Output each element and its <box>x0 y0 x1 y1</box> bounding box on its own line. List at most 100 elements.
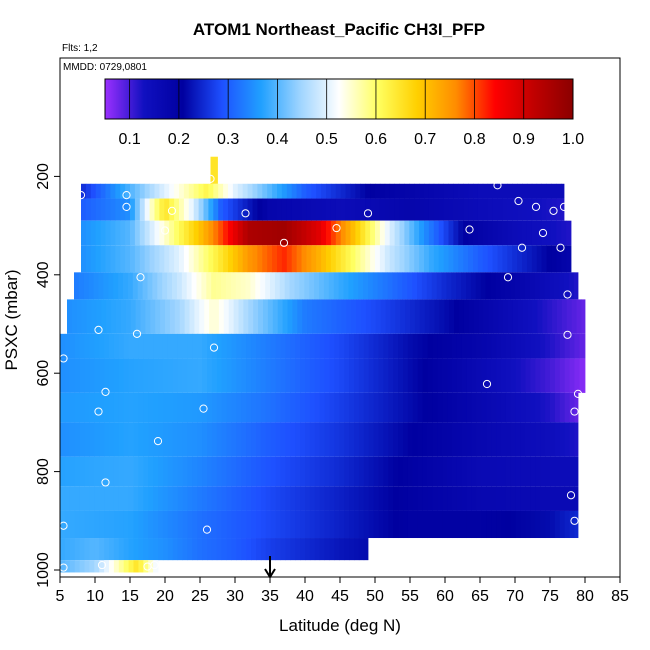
heatmap-cell <box>216 486 223 511</box>
heatmap-cell <box>280 422 286 457</box>
heatmap-cell <box>345 220 351 246</box>
heatmap-cell <box>162 422 169 457</box>
heatmap-cell <box>134 198 141 221</box>
heatmap-cell <box>535 456 541 487</box>
heatmap-cell <box>363 422 370 457</box>
heatmap-cell <box>414 299 421 334</box>
heatmap-cell <box>564 272 570 300</box>
heatmap-cell <box>270 392 276 423</box>
heatmap-cell <box>378 486 384 511</box>
heatmap-cell <box>316 183 322 199</box>
heatmap-cell <box>153 486 159 511</box>
heatmap-cell <box>300 456 306 487</box>
heatmap-cell <box>145 299 151 334</box>
heatmap-cell <box>417 333 423 359</box>
heatmap-cell <box>561 299 568 334</box>
heatmap-cell <box>94 510 100 539</box>
heatmap-cell <box>84 560 90 573</box>
heatmap-cell <box>301 198 307 221</box>
heatmap-cell <box>439 299 445 334</box>
heatmap-cell <box>93 272 99 300</box>
heatmap-cell <box>103 272 109 300</box>
heatmap-cell <box>235 272 241 300</box>
heatmap-cell <box>260 422 267 457</box>
heatmap-cell <box>409 220 415 246</box>
heatmap-cell <box>192 456 198 487</box>
heatmap-cell <box>530 456 536 487</box>
heatmap-cell <box>363 456 370 487</box>
heatmap-cell <box>373 510 379 539</box>
heatmap-cell <box>94 422 100 457</box>
heatmap-cell <box>486 392 492 423</box>
heatmap-cell <box>510 358 517 393</box>
heatmap-cell <box>253 299 259 334</box>
heatmap-cell <box>270 538 276 561</box>
heatmap-cell <box>470 272 477 300</box>
heatmap-cell <box>407 486 414 511</box>
heatmap-cell <box>286 198 293 221</box>
heatmap-cell <box>355 198 361 221</box>
heatmap-cell <box>265 422 272 457</box>
heatmap-cell <box>104 538 110 561</box>
heatmap-cell <box>94 392 100 423</box>
heatmap-cell <box>541 220 547 246</box>
heatmap-cell <box>399 245 405 273</box>
heatmap-cell <box>99 456 105 487</box>
heatmap-cell <box>277 299 283 334</box>
heatmap-cell <box>375 299 381 334</box>
heatmap-cell <box>407 272 413 300</box>
heatmap-cell <box>505 486 512 511</box>
heatmap-cell <box>158 392 164 423</box>
heatmap-cell <box>262 245 268 273</box>
heatmap-cell <box>100 245 106 273</box>
heatmap-cell <box>314 538 321 561</box>
x-tick-label: 85 <box>611 588 629 605</box>
heatmap-cell <box>545 392 551 423</box>
heatmap-cell <box>159 198 165 221</box>
heatmap-cell <box>512 299 519 334</box>
heatmap-cell <box>329 358 335 393</box>
heatmap-cell <box>250 272 256 300</box>
heatmap-cell <box>255 272 261 300</box>
heatmap-cell <box>295 486 301 511</box>
heatmap-cell <box>442 392 448 423</box>
heatmap-cell <box>237 245 244 273</box>
heatmap-cell <box>300 358 306 393</box>
heatmap-cell <box>559 272 565 300</box>
heatmap-cell <box>324 538 330 561</box>
heatmap-cell <box>172 510 178 539</box>
heatmap-cell <box>482 245 489 273</box>
sample-point <box>549 206 558 215</box>
heatmap-cell <box>300 392 306 423</box>
heatmap-cell <box>541 245 547 273</box>
heatmap-cell <box>319 422 325 457</box>
heatmap-cell <box>501 510 507 539</box>
heatmap-cell <box>60 538 66 561</box>
heatmap-cell <box>502 220 508 246</box>
heatmap-cell <box>393 422 399 457</box>
heatmap-cell <box>202 510 208 539</box>
heatmap-cell <box>556 183 562 199</box>
heatmap-cell <box>76 299 83 334</box>
heatmap-cell <box>354 358 360 393</box>
latitude-arrow-marker <box>264 556 276 579</box>
heatmap-cell <box>321 198 327 221</box>
heatmap-cell <box>285 486 291 511</box>
heatmap-cell <box>149 245 155 273</box>
heatmap-cell <box>83 272 90 300</box>
chart-title: ATOM1 Northeast_Pacific CH3I_PFP <box>193 20 485 39</box>
heatmap-cell <box>179 220 185 246</box>
heatmap-cell <box>174 220 180 246</box>
heatmap-cell <box>383 333 389 359</box>
heatmap-cell <box>305 422 311 457</box>
heatmap-cell <box>354 510 360 539</box>
heatmap-cell <box>417 456 423 487</box>
heatmap-cell <box>520 392 526 423</box>
heatmap-cell <box>192 333 198 359</box>
heatmap-cell <box>143 510 149 539</box>
heatmap-cell <box>197 422 203 457</box>
heatmap-cell <box>256 456 262 487</box>
heatmap-cell <box>265 510 272 539</box>
heatmap-cell <box>198 183 204 199</box>
heatmap-cell <box>193 220 199 246</box>
